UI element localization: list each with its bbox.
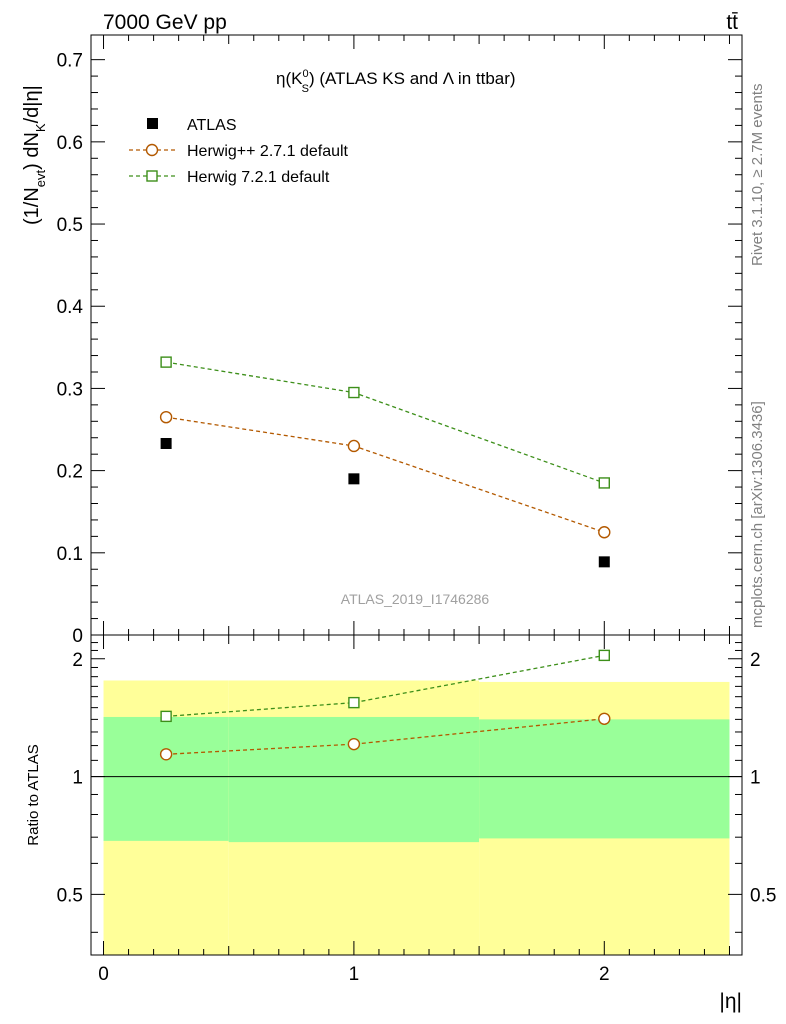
main-point-atlas-2: [598, 556, 610, 568]
main-point-herwig-7-2-1-default-2: [598, 477, 610, 489]
main-y-axis-label: (1/Nevt) dNK/d|η|: [21, 85, 48, 225]
main-point-herwig-2-7-1-default-2: [598, 526, 611, 539]
main-line-herwig-2-7-1-default: [166, 416, 605, 533]
ratio-ytick-label-left-1: 1: [72, 768, 83, 789]
main-point-atlas-0: [160, 437, 172, 449]
ratio-band-green-0: [103, 716, 229, 841]
ratio-ytick-label-left-2: 2: [72, 650, 83, 671]
legend-marker-herwig7: [146, 170, 158, 182]
ratio-marks: [159, 649, 611, 761]
main-line-herwig-7-2-1-default: [166, 361, 605, 484]
main-point-herwig-2-7-1-default-0: [159, 410, 173, 424]
ratio-line-herwig-7-2-1-default: [166, 654, 605, 718]
rivet-version-label: Rivet 3.1.10, ≥ 2.7M events: [749, 84, 766, 267]
header-right-label: tt̄: [726, 11, 738, 34]
x-tick-label-0: 0: [98, 964, 109, 985]
x-tick-label-1: 1: [349, 964, 360, 985]
ratio-frame: [90, 634, 743, 956]
ratio-point-herwig-2-7-1-default-2: [598, 712, 611, 725]
main-ytick-label-0: 0: [72, 626, 83, 647]
main-panel: 0 0.1 0.2 0.3 0.4 0.5 0.6 0.7 η(K0 S) (ATLAS KS …: [21, 34, 743, 647]
legend-marker-herwigpp: [145, 143, 159, 157]
ratio-y-axis: 0.5 0.5 1 1 2 2: [57, 642, 776, 933]
ratio-ytick-label-left-0: 0.5: [57, 885, 83, 906]
x-tick-label-2: 2: [599, 964, 610, 985]
main-point-herwig-7-2-1-default-0: [160, 356, 172, 368]
ratio-ytick-label-right-1: 1: [750, 768, 761, 789]
ratio-point-herwig-7-2-1-default-0: [160, 710, 172, 723]
analysis-watermark: ATLAS_2019_I1746286: [341, 591, 490, 607]
ratio-uncertainty-bands: [103, 680, 730, 955]
main-ytick-label-1: 0.1: [57, 544, 83, 565]
legend: ATLAS Herwig++ 2.7.1 default Herwig 7.2.…: [129, 117, 349, 186]
legend-label-herwigpp: Herwig++ 2.7.1 default: [187, 143, 349, 160]
legend-label-atlas: ATLAS: [187, 117, 237, 134]
ratio-point-herwig-2-7-1-default-1: [347, 737, 361, 751]
main-ytick-label-6: 0.6: [57, 133, 83, 154]
main-ytick-label-7: 0.7: [57, 51, 83, 72]
main-ytick-label-3: 0.3: [57, 379, 83, 400]
ratio-point-herwig-2-7-1-default-0: [159, 748, 173, 761]
main-point-herwig-7-2-1-default-1: [348, 386, 360, 399]
main-ytick-label-4: 0.4: [57, 297, 84, 318]
ratio-ytick-label-right-2: 2: [750, 650, 761, 671]
main-ytick-label-5: 0.5: [57, 215, 83, 236]
legend-marker-atlas: [147, 118, 158, 129]
ratio-ytick-label-right-0: 0.5: [750, 885, 776, 906]
ratio-y-axis-label: Ratio to ATLAS: [25, 744, 42, 845]
main-marks: [159, 356, 611, 568]
legend-label-herwig7: Herwig 7.2.1 default: [187, 169, 330, 186]
mcplots-reference-label: mcplots.cern.ch [arXiv:1306.3436]: [749, 401, 766, 628]
main-point-atlas-1: [348, 473, 360, 485]
ratio-panel: 0.5 0.5 1 1 2 2 0 1 2 Ratio to ATLAS |η|: [25, 634, 776, 1013]
x-axis-label: |η|: [719, 990, 742, 1013]
main-point-herwig-2-7-1-default-1: [347, 439, 361, 453]
main-y-axis: 0 0.1 0.2 0.3 0.4 0.5 0.6 0.7: [57, 35, 742, 647]
ratio-point-herwig-7-2-1-default-2: [598, 649, 610, 662]
main-ytick-label-2: 0.2: [57, 462, 83, 483]
plot-title: η(K0 S) (ATLAS KS and Λ in ttbar): [276, 68, 516, 95]
ratio-band-green-2: [479, 719, 730, 839]
ratio-band-green-1: [228, 716, 480, 843]
x-axis: 0 1 2: [98, 635, 730, 985]
header-left-label: 7000 GeV pp: [103, 11, 227, 34]
ratio-point-herwig-7-2-1-default-1: [348, 696, 360, 709]
